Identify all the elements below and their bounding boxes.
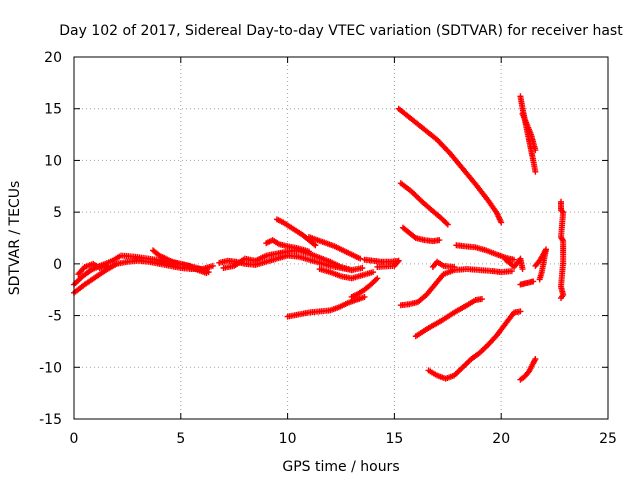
axis-ticks: 0 5 10 15 20 25 -15 -10 -5 0 5 10 15 20: [39, 50, 617, 447]
data-point: [558, 294, 565, 301]
data-point: [436, 237, 443, 244]
y-tick-label: 20: [44, 50, 62, 66]
chart-title: Day 102 of 2017, Sidereal Day-to-day VTE…: [59, 23, 623, 39]
data-point: [209, 262, 216, 269]
grid-lines: [74, 57, 608, 419]
data-point: [532, 356, 539, 363]
data-point: [374, 275, 381, 282]
data-point: [370, 269, 377, 276]
data-point: [444, 221, 451, 228]
data-point: [373, 276, 380, 283]
data-point: [511, 256, 518, 263]
data-point: [498, 219, 505, 226]
x-axis-label: GPS time / hours: [282, 459, 399, 475]
x-tick-label: 0: [70, 431, 79, 447]
data-point: [508, 268, 515, 275]
x-tick-label: 10: [279, 431, 297, 447]
data-point: [478, 296, 485, 303]
x-tick-label: 20: [492, 431, 510, 447]
data-point: [559, 208, 566, 215]
data-point: [443, 220, 450, 227]
y-tick-label: 5: [53, 205, 62, 221]
y-tick-label: -10: [39, 360, 62, 376]
data-point: [305, 248, 312, 255]
data-point: [536, 276, 543, 283]
y-tick-label: 15: [44, 102, 62, 118]
data-point: [517, 308, 524, 315]
y-axis-label: SDTVAR / TECUs: [7, 181, 23, 296]
data-point: [374, 263, 381, 270]
data-point: [530, 278, 537, 285]
y-tick-label: -5: [48, 309, 62, 325]
data-point: [359, 264, 366, 271]
data-point: [311, 241, 318, 248]
data-markers: [71, 93, 567, 383]
data-point: [357, 255, 364, 262]
plot-frame: [73, 56, 609, 420]
x-tick-label: 15: [385, 431, 403, 447]
data-point: [451, 263, 458, 270]
data-point: [532, 147, 539, 154]
data-point: [361, 293, 368, 300]
y-tick-label: -15: [39, 412, 62, 428]
data-point: [105, 262, 112, 269]
data-point: [519, 266, 526, 273]
y-tick-label: 0: [53, 257, 62, 273]
data-point: [203, 270, 210, 277]
y-tick-label: 10: [44, 153, 62, 169]
x-tick-label: 5: [176, 431, 185, 447]
data-point: [532, 168, 539, 175]
x-tick-label: 25: [599, 431, 617, 447]
data-point: [312, 242, 319, 249]
